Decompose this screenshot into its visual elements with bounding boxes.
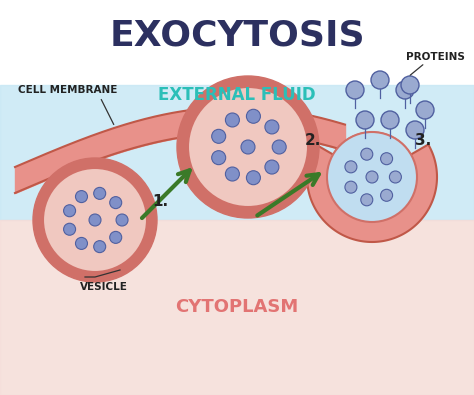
Circle shape — [177, 76, 319, 218]
Circle shape — [416, 101, 434, 119]
Text: PROTEINS: PROTEINS — [406, 52, 465, 62]
Circle shape — [361, 194, 373, 206]
Text: 2.: 2. — [305, 132, 321, 147]
Circle shape — [33, 158, 157, 282]
Text: EXTERNAL FLUID: EXTERNAL FLUID — [158, 86, 316, 104]
Circle shape — [265, 120, 279, 134]
Circle shape — [345, 161, 357, 173]
Circle shape — [246, 171, 260, 185]
Circle shape — [381, 153, 392, 165]
Circle shape — [89, 214, 101, 226]
Circle shape — [346, 81, 364, 99]
Circle shape — [381, 189, 392, 201]
Circle shape — [94, 241, 106, 253]
Polygon shape — [307, 145, 437, 242]
Circle shape — [327, 132, 417, 222]
Circle shape — [226, 113, 239, 127]
Circle shape — [188, 87, 308, 207]
Text: VESICLE: VESICLE — [80, 282, 128, 292]
Circle shape — [212, 150, 226, 165]
Circle shape — [226, 167, 239, 181]
Circle shape — [401, 76, 419, 94]
Text: 1.: 1. — [152, 194, 168, 209]
Circle shape — [75, 190, 88, 203]
Circle shape — [396, 81, 414, 99]
Text: 3.: 3. — [415, 132, 431, 147]
Circle shape — [366, 171, 378, 183]
Circle shape — [94, 187, 106, 199]
Circle shape — [327, 132, 417, 222]
Circle shape — [75, 237, 88, 249]
Circle shape — [381, 111, 399, 129]
Circle shape — [64, 205, 75, 217]
Text: CELL MEMBRANE: CELL MEMBRANE — [18, 85, 118, 95]
Circle shape — [371, 71, 389, 89]
Circle shape — [64, 223, 75, 235]
Circle shape — [241, 140, 255, 154]
Circle shape — [116, 214, 128, 226]
Circle shape — [361, 148, 373, 160]
Text: CYTOPLASM: CYTOPLASM — [175, 298, 299, 316]
Circle shape — [356, 111, 374, 129]
Circle shape — [246, 109, 260, 123]
Circle shape — [109, 231, 122, 243]
Circle shape — [345, 181, 357, 193]
Circle shape — [265, 160, 279, 174]
Circle shape — [272, 140, 286, 154]
Circle shape — [390, 171, 401, 183]
Circle shape — [212, 129, 226, 143]
Polygon shape — [320, 151, 424, 229]
Circle shape — [109, 197, 122, 209]
Circle shape — [43, 168, 147, 272]
Circle shape — [406, 121, 424, 139]
Text: EXOCYTOSIS: EXOCYTOSIS — [109, 18, 365, 52]
